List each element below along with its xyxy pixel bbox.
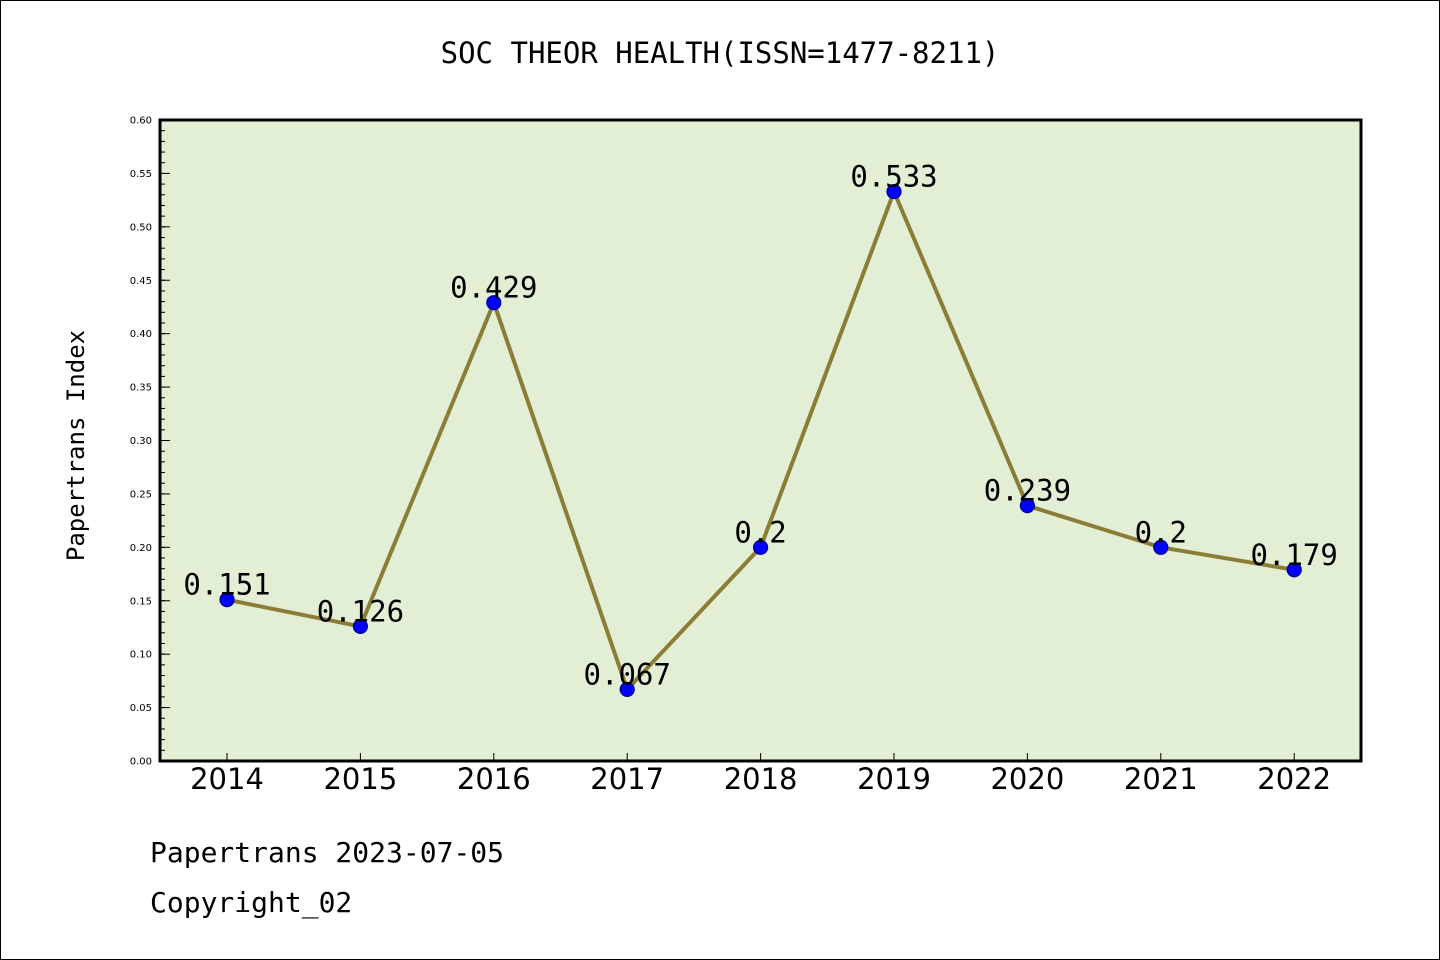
y-tick-label: 0.45 [130,276,152,287]
footer-date: Papertrans 2023-07-05 [150,836,505,869]
data-point [1153,539,1169,555]
plot-frame [158,118,1363,763]
x-tick-label: 2017 [590,762,664,796]
data-label: 0.2 [1135,515,1187,549]
y-tick-label: 0.25 [130,489,152,500]
y-tick-label: 0.35 [130,383,152,394]
x-tick-label: 2019 [857,762,931,796]
y-tick-label: 0.00 [130,757,152,768]
y-tick-label: 0.55 [130,169,152,180]
y-tick-label: 0.20 [130,543,152,554]
x-tick-label: 2016 [457,762,531,796]
y-tick-label: 0.05 [130,703,152,714]
data-point [752,539,769,555]
footer-copyright: Copyright_02 [150,886,353,919]
y-tick-label: 0.60 [130,116,152,127]
y-axis-label: Papertrans Index [62,330,90,561]
data-label: 0.126 [317,594,404,628]
x-tick-label: 2020 [990,762,1064,796]
x-tick-label: 2022 [1257,762,1331,796]
y-tick-label: 0.10 [130,650,152,661]
data-label: 0.2 [734,515,786,549]
data-point [886,183,902,200]
data-label: 0.429 [450,271,537,305]
y-tick-label: 0.40 [130,329,152,340]
data-point [486,295,502,311]
data-point [352,618,368,634]
y-tick-label: 0.30 [130,436,152,447]
data-point [1286,562,1302,578]
data-label: 0.179 [1251,538,1338,572]
data-label: 0.067 [584,657,671,691]
x-tick-label: 2021 [1124,762,1198,796]
x-tick-label: 2015 [323,762,397,796]
data-label: 0.533 [850,160,937,194]
data-point [619,681,635,698]
data-label: 0.151 [183,568,270,602]
chart-title: SOC THEOR HEALTH(ISSN=1477-8211) [440,36,1000,70]
x-tick-label: 2014 [190,762,264,796]
y-tick-label: 0.15 [130,596,152,607]
data-point [1019,498,1036,514]
data-label: 0.239 [984,474,1071,508]
data-point [219,592,235,608]
plot-area [160,120,1361,761]
y-tick-label: 0.50 [130,222,152,233]
x-tick-label: 2018 [724,762,798,796]
